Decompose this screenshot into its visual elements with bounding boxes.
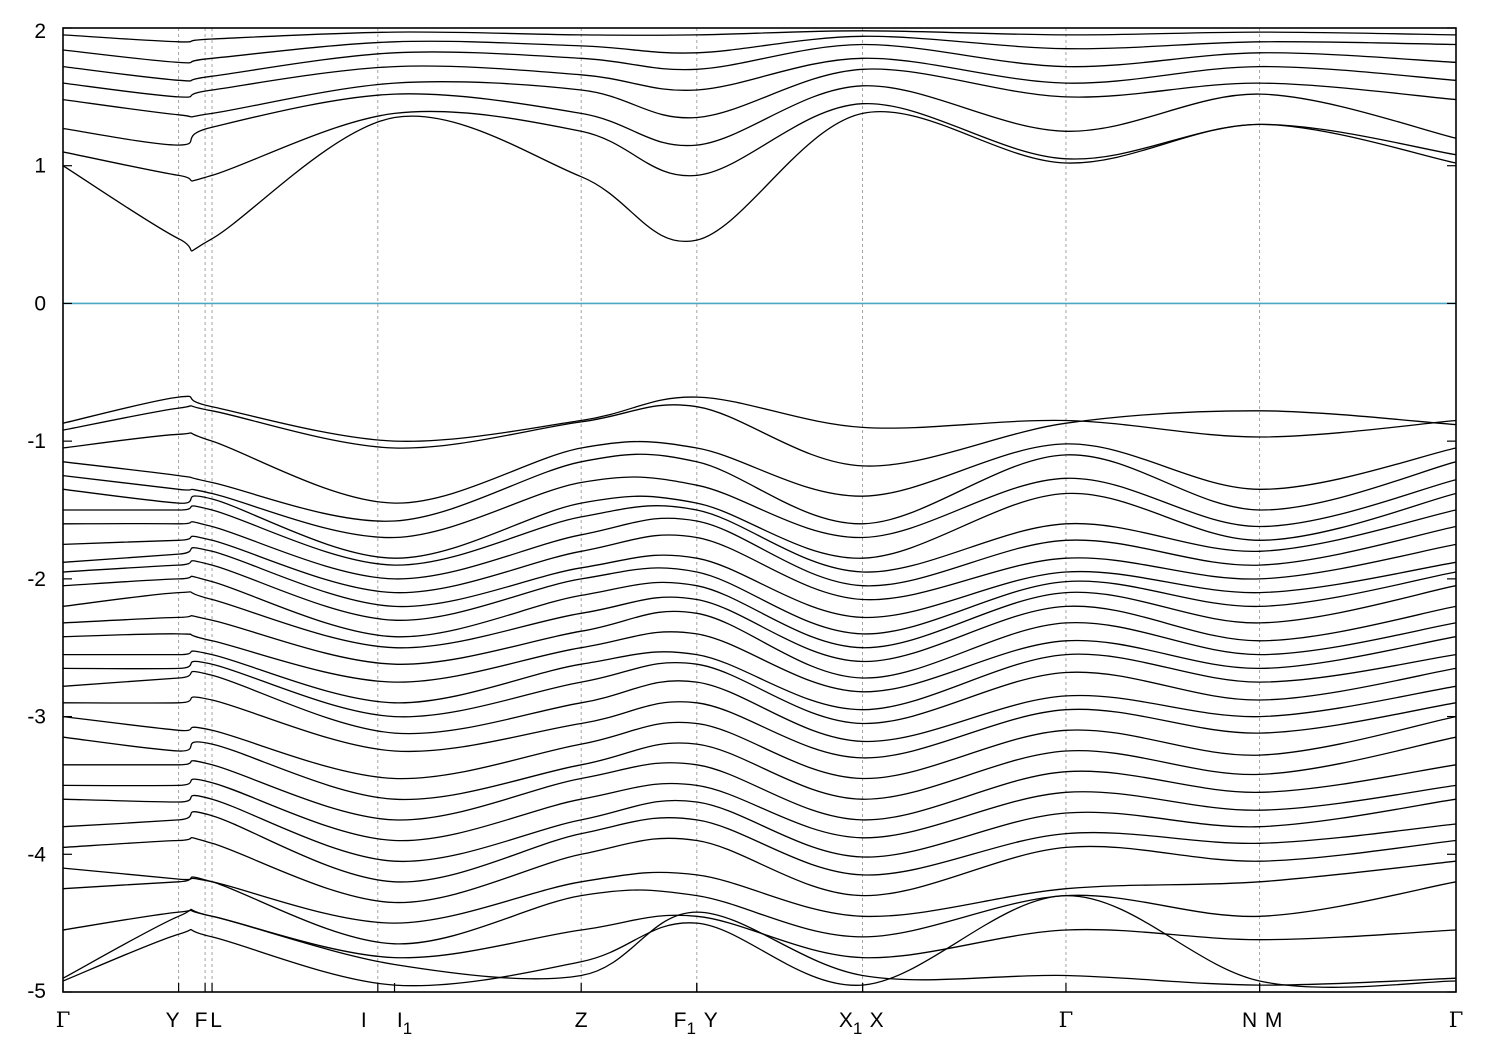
kpoint-label: Γ bbox=[56, 1008, 71, 1032]
y-tick-label: 0 bbox=[34, 292, 46, 315]
band-line-18 bbox=[63, 547, 1456, 619]
band-line-19 bbox=[63, 560, 1456, 635]
y-tick-label: 1 bbox=[34, 155, 46, 178]
band-line-30 bbox=[63, 760, 1456, 821]
y-tick-label: 2 bbox=[34, 20, 46, 43]
y-tick-label: -3 bbox=[27, 706, 46, 729]
band-line-17 bbox=[63, 534, 1456, 601]
kpoint-label: N bbox=[1242, 1009, 1257, 1032]
band-line-35 bbox=[63, 860, 1456, 924]
kpoint-label-subscript: 1 bbox=[853, 1019, 862, 1038]
kpoint-label: X1 bbox=[839, 1009, 862, 1038]
band-line-32 bbox=[63, 794, 1456, 863]
y-tick-label: -2 bbox=[27, 568, 46, 591]
band-line-37 bbox=[63, 909, 1456, 959]
band-line-39 bbox=[63, 894, 1456, 988]
band-line-20 bbox=[63, 575, 1456, 649]
kpoint-label: Γ bbox=[1059, 1008, 1074, 1032]
band-line-26 bbox=[63, 670, 1456, 743]
band-line-14 bbox=[63, 488, 1456, 559]
kpoint-label: Z bbox=[575, 1009, 588, 1032]
band-line-23 bbox=[63, 631, 1456, 693]
band-line-29 bbox=[63, 736, 1456, 801]
band-line-11 bbox=[63, 432, 1456, 504]
band-line-15 bbox=[63, 505, 1456, 573]
kpoint-label: I bbox=[361, 1009, 367, 1032]
band-line-9 bbox=[63, 395, 1456, 442]
band-line-31 bbox=[63, 778, 1456, 842]
kpoint-label: F bbox=[195, 1009, 208, 1032]
band-line-5 bbox=[63, 57, 1456, 98]
band-line-25 bbox=[63, 660, 1456, 725]
band-line-1 bbox=[63, 111, 1456, 252]
kpoint-label: I1 bbox=[397, 1009, 412, 1038]
kpoint-label: M bbox=[1265, 1009, 1283, 1032]
band-line-22 bbox=[63, 610, 1456, 679]
band-line-10 bbox=[63, 404, 1456, 467]
band-line-7 bbox=[63, 35, 1456, 64]
band-line-13 bbox=[63, 474, 1456, 539]
kpoint-label-subscript: 1 bbox=[686, 1019, 695, 1038]
kpoint-label: X bbox=[870, 1009, 884, 1032]
band-line-16 bbox=[63, 517, 1456, 587]
kpoint-label: F1 bbox=[674, 1009, 696, 1038]
band-line-3 bbox=[63, 85, 1456, 147]
kpoint-label: Y bbox=[704, 1009, 718, 1032]
y-tick-label: -5 bbox=[27, 980, 46, 1003]
band-line-21 bbox=[63, 591, 1456, 663]
band-line-8 bbox=[63, 30, 1456, 43]
band-line-2 bbox=[63, 103, 1456, 182]
band-line-12 bbox=[63, 453, 1456, 525]
band-line-28 bbox=[63, 715, 1456, 780]
y-axis-ticks: 2 1 0 -1 -2 -3 -4 -5 bbox=[27, 20, 1456, 1003]
band-line-34 bbox=[63, 836, 1456, 904]
plot-frame bbox=[62, 27, 1457, 993]
band-line-38 bbox=[63, 908, 1456, 986]
band-line-6 bbox=[63, 43, 1456, 82]
band-line-33 bbox=[63, 811, 1456, 883]
energy-bands bbox=[63, 30, 1456, 988]
kpoint-label-subscript: 1 bbox=[403, 1019, 412, 1038]
band-line-4 bbox=[63, 68, 1456, 119]
band-line-36 bbox=[63, 876, 1456, 945]
y-tick-label: -4 bbox=[27, 843, 46, 866]
band-line-24 bbox=[63, 650, 1456, 711]
kpoint-label: Γ bbox=[1449, 1008, 1464, 1032]
kpoint-label: L bbox=[210, 1009, 222, 1032]
band-line-27 bbox=[63, 696, 1456, 759]
y-tick-label: -1 bbox=[27, 430, 46, 453]
kpoint-label: Y bbox=[166, 1009, 180, 1032]
